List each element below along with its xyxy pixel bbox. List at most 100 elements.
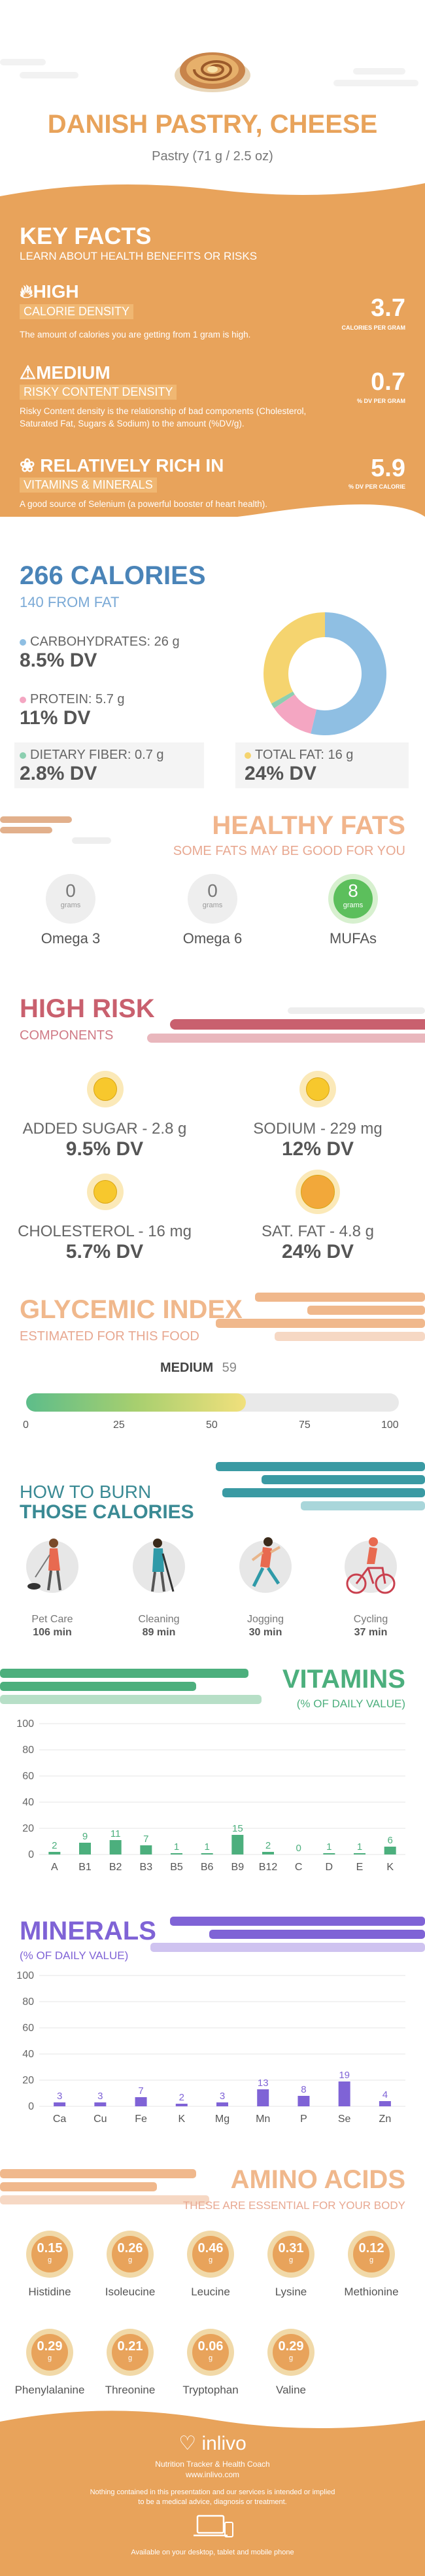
bar-value-D: 1: [326, 1841, 332, 1853]
bar-decoration: [262, 1475, 425, 1484]
protein-label: PROTEIN: 5.7 g: [30, 692, 125, 706]
bar-B9: [231, 1835, 244, 1854]
amino-value: 0.06: [197, 2339, 224, 2354]
bar-K: [175, 2104, 188, 2106]
x-tick-label-K: K: [386, 1862, 394, 1873]
y-tick-label: 40: [22, 1797, 34, 1808]
bar-Mg: [216, 2102, 228, 2106]
minerals-title: MINERALS: [20, 1917, 156, 1945]
bar-value-A: 2: [52, 1840, 57, 1851]
carbs-label: CARBOHYDRATES: 26 g: [30, 635, 180, 649]
bar-decoration: [170, 1917, 425, 1926]
amino-value: 0.21: [117, 2339, 143, 2354]
x-tick-label-P: P: [300, 2114, 307, 2125]
bar-value-B5: 1: [174, 1841, 179, 1853]
amino-name: Isoleucine: [105, 2286, 156, 2298]
key-fact-risky-content: ⚠MEDIUM RISKY CONTENT DENSITY Risky Cont…: [20, 362, 405, 434]
bar-Fe: [135, 2097, 147, 2106]
amino-name: Leucine: [191, 2286, 230, 2298]
glycemic-tick-25: 25: [113, 1419, 125, 1431]
bar-decoration: [216, 1462, 425, 1471]
smiley-icon: [87, 1071, 124, 1107]
amino-circle: 0.29 g: [26, 2329, 73, 2376]
amino-circle: 0.26 g: [107, 2231, 154, 2278]
burn-section: HOW TO BURN THOSE CALORIES Pet Care 106 …: [0, 1462, 425, 1658]
activity-name: Cleaning: [138, 1614, 180, 1625]
amino-badge: 0.12 g: [353, 2236, 390, 2272]
amino-unit: g: [288, 2354, 294, 2362]
omega3-value: 0: [65, 880, 76, 901]
wave-decoration: [0, 504, 425, 530]
bar-value-B1: 9: [82, 1831, 88, 1842]
heart-icon: ♡: [178, 2433, 197, 2454]
carbs-item: CARBOHYDRATES: 26 g 8.5% DV: [20, 635, 180, 672]
amino-title: AMINO ACIDS: [230, 2165, 405, 2194]
x-tick-label-E: E: [356, 1862, 364, 1873]
activity-name: Jogging: [246, 1614, 284, 1625]
amino-circle: 0.15 g: [26, 2231, 73, 2278]
healthy-fats-title: HEALTHY FATS: [212, 811, 405, 840]
amino-badge: 0.15 g: [31, 2236, 68, 2272]
bar-value-P: 8: [301, 2084, 306, 2095]
fiber-dv: 2.8% DV: [20, 763, 97, 784]
y-tick-label: 80: [22, 1996, 34, 2008]
bar-value-Se: 19: [339, 2070, 350, 2081]
bar-B12: [262, 1852, 274, 1854]
glycemic-level-text: MEDIUM: [160, 1361, 214, 1375]
mufas-value: 8: [348, 880, 358, 901]
amino-name: Valine: [276, 2384, 306, 2396]
y-tick-label: 20: [22, 1823, 34, 1834]
bar-decoration: [0, 2182, 157, 2191]
key-fact-description: A good source of Selenium (a powerful bo…: [20, 499, 267, 509]
key-fact-description: The amount of calories you are getting f…: [20, 330, 251, 339]
bar-Ca: [54, 2102, 66, 2106]
activity-name: Cycling: [353, 1614, 388, 1625]
donut-slice-protein: [274, 694, 317, 734]
activity-minutes: 37 min: [354, 1627, 388, 1638]
fiber-label: DIETARY FIBER: 0.7 g: [30, 748, 164, 762]
footer-disclaimer: Nothing contained in this presentation a…: [90, 2488, 335, 2496]
bar-D: [323, 1853, 335, 1854]
y-tick-label: 80: [22, 1745, 34, 1756]
y-tick-label: 100: [16, 1718, 34, 1730]
amino-unit: g: [288, 2256, 294, 2264]
bar-value-B12: 2: [265, 1840, 271, 1851]
fat-item: TOTAL FAT: 16 g 24% DV: [235, 742, 409, 788]
bar-decoration: [147, 1034, 425, 1043]
x-tick-label-B6: B6: [201, 1862, 214, 1873]
bar-decoration: [0, 1695, 262, 1704]
amino-circle: 0.12 g: [348, 2231, 395, 2278]
bar-B1: [79, 1843, 91, 1854]
cleaning-icon: [133, 1539, 185, 1593]
cloud-decoration: [353, 68, 405, 75]
bar-A: [48, 1852, 61, 1854]
carbs-dot: [20, 638, 26, 646]
bar-value-B9: 15: [232, 1823, 243, 1834]
activity-minutes: 30 min: [248, 1627, 282, 1638]
amino-badge: 0.21 g: [112, 2334, 148, 2371]
amino-unit: g: [369, 2256, 374, 2264]
bar-value-Mn: 13: [258, 2078, 269, 2089]
calories-title: 266 CALORIES: [20, 561, 206, 590]
amino-section: AMINO ACIDS THESE ARE ESSENTIAL FOR YOUR…: [0, 2165, 425, 2440]
cloud-decoration: [333, 80, 418, 86]
footer-url[interactable]: www.inlivo.com: [185, 2470, 240, 2479]
omega3-circle: 0 grams: [46, 874, 95, 924]
x-tick-label-Mn: Mn: [256, 2114, 270, 2125]
leaf-icon: ❀: [20, 455, 35, 476]
high-risk-subtitle: COMPONENTS: [20, 1028, 114, 1043]
amino-name: Tryptophan: [182, 2384, 239, 2396]
bar-decoration: [170, 1019, 425, 1030]
bar-decoration: [0, 2195, 209, 2204]
key-fact-label: VITAMINS & MINERALS: [20, 478, 157, 493]
amino-value: 0.29: [37, 2339, 63, 2354]
fiber-item: DIETARY FIBER: 0.7 g 2.8% DV: [14, 742, 204, 788]
calories-section: 266 CALORIES 140 FROM FAT CARBOHYDRATES:…: [0, 536, 425, 811]
bar-decoration: [255, 1293, 425, 1302]
activity-name: Pet Care: [31, 1614, 73, 1625]
key-fact-label: CALORIE DENSITY: [20, 304, 134, 319]
devices-icon: [194, 2515, 233, 2537]
glycemic-tick-100: 100: [381, 1419, 399, 1431]
y-tick-label: 100: [16, 1970, 34, 1981]
mufas-name: MUFAs: [329, 930, 377, 947]
